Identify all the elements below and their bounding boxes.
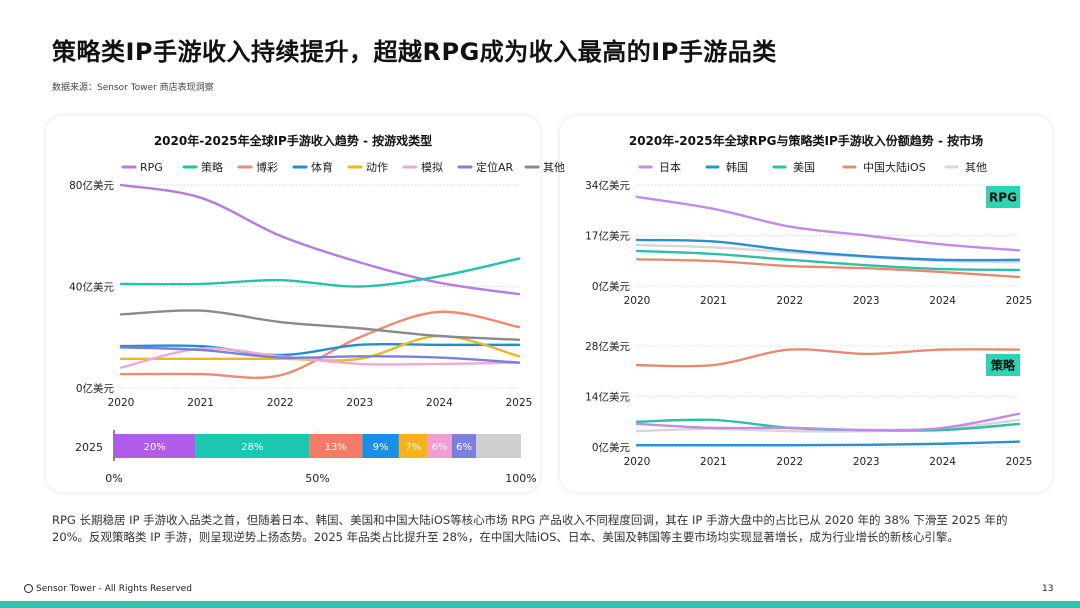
panel-badge-label: RPG [989,191,1017,205]
y-tick-label: 34亿美元 [585,179,630,192]
legend-label-日本: 日本 [659,160,681,174]
series-line-中国大陆iOS [635,348,1021,368]
footer-text: Sensor Tower - All Rights Reserved [36,584,192,594]
legend-label-动作: 动作 [366,161,388,174]
bar-segment-模拟 [427,434,452,458]
x-tick-label: 2025 [1006,456,1033,468]
x-tick-label: 2022 [776,456,803,468]
series-line-定位AR [119,346,521,364]
y-tick-label: 28亿美元 [585,340,630,353]
footer-copyright: Sensor Tower - All Rights Reserved [24,584,192,594]
x-tick-label: 2021 [187,397,214,409]
series-line-中国大陆iOS [635,258,1021,279]
series-line-其他 [119,309,521,341]
y-tick-label: 80亿美元 [69,179,114,192]
bar-data-label: 13% [325,442,347,453]
bar-x-tick-label: 0% [105,472,122,485]
y-tick-label: 0亿美元 [592,280,631,293]
series-line-模拟 [119,347,521,369]
x-tick-label: 2024 [929,456,956,468]
series-line-韩国 [635,440,1021,447]
x-tick-label: 2022 [776,295,803,307]
data-source: 数据来源：Sensor Tower 商店表现洞察 [52,83,214,93]
panel-badge-label: 策略 [991,358,1016,373]
bar-segment-体育 [362,434,399,458]
bar-segment-RPG [114,434,196,458]
series-line-体育 [119,342,521,357]
bar-x-tick-label: 50% [305,472,329,485]
bar-segment-博彩 [309,434,363,458]
summary-paragraph: RPG 长期稳居 IP 手游收入品类之首，但随着日本、韩国、美国和中国大陆iOS… [52,513,1008,544]
legend-label-韩国: 韩国 [726,160,748,174]
x-tick-label: 2024 [929,295,956,307]
series-line-策略 [119,257,521,288]
bar-segment-其他 [476,434,521,458]
series-line-博彩 [119,310,521,379]
page-title: 策略类IP手游收入持续提升，超越RPG成为收入最高的IP手游品类 [52,38,777,66]
y-tick-label: 17亿美元 [585,230,630,243]
x-tick-label: 2024 [426,397,453,409]
chart-title: 2020年-2025年全球RPG与策略类IP手游收入份额趋势 - 按市场 [629,133,983,148]
sensor-tower-logo-icon [24,584,33,593]
x-tick-label: 2023 [853,295,880,307]
bar-data-label: 9% [373,442,389,453]
x-tick-label: 2023 [853,456,880,468]
legend-label-RPG: RPG [140,161,163,174]
x-tick-label: 2025 [506,397,533,409]
series-line-RPG [119,183,521,296]
legend-label-模拟: 模拟 [421,160,443,174]
bar-segment-定位AR [451,434,477,458]
x-tick-label: 2020 [624,456,651,468]
x-tick-label: 2022 [267,397,294,409]
series-line-美国 [635,249,1021,272]
x-tick-label: 2020 [624,295,651,307]
bar-data-label: 6% [432,442,448,453]
legend-label-美国: 美国 [793,161,815,174]
accent-bar [0,601,1080,608]
legend-label-其他: 其他 [965,161,987,174]
legend-label-体育: 体育 [311,160,333,174]
bar-data-label: 7% [405,442,421,453]
bar-x-tick-label: 100% [505,472,536,485]
bar-segment-动作 [398,434,428,458]
bar-segment-策略 [195,434,310,458]
bar-category-label: 2025 [75,441,103,454]
y-tick-label: 14亿美元 [585,391,630,404]
legend-label-策略: 策略 [201,160,223,174]
panel-badge [986,186,1020,208]
legend-label-博彩: 博彩 [256,161,278,174]
legend-label-中国大陆iOS: 中国大陆iOS [863,160,926,174]
x-tick-label: 2025 [1006,295,1033,307]
y-tick-label: 0亿美元 [592,441,631,454]
series-line-其他 [635,418,1021,433]
panel-badge [986,354,1020,376]
chart-title: 2020年-2025年全球IP手游收入趋势 - 按游戏类型 [154,133,432,148]
legend-label-定位AR: 定位AR [476,160,514,174]
y-tick-label: 40亿美元 [69,281,114,294]
series-line-日本 [635,195,1021,252]
bar-data-label: 6% [456,442,472,453]
bar-data-label: 28% [241,442,263,453]
x-tick-label: 2021 [700,456,727,468]
series-line-韩国 [635,238,1021,262]
page-number: 13 [1042,584,1054,594]
legend-label-其他: 其他 [543,161,565,174]
genre-trend-card [46,116,540,492]
bar-data-label: 20% [144,442,166,453]
x-tick-label: 2021 [700,295,727,307]
series-line-日本 [635,412,1021,432]
y-tick-label: 0亿美元 [76,382,115,395]
x-tick-label: 2023 [346,397,373,409]
x-tick-label: 2020 [108,397,135,409]
